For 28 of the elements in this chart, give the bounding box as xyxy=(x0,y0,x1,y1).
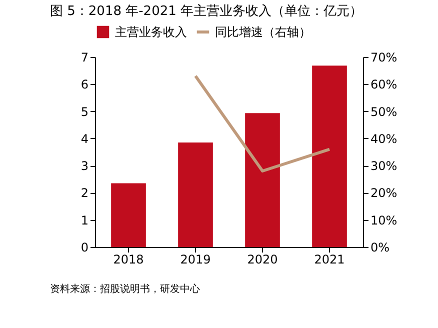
y2-tick-label: 0% xyxy=(370,240,390,254)
x-tick-label: 2019 xyxy=(180,252,211,266)
y2-tick-label: 10% xyxy=(370,213,398,228)
x-tick-label: 2018 xyxy=(113,252,144,266)
y-tick-label: 2 xyxy=(80,186,88,200)
y2-tick-label: 70% xyxy=(370,50,398,64)
text: 资料来源：招股说明书，研发中心 xyxy=(50,283,200,295)
x-tick-label: 2020 xyxy=(247,252,278,266)
bar xyxy=(245,113,280,247)
x-tick-label: 2021 xyxy=(314,252,345,266)
y2-tick-label: 60% xyxy=(370,78,398,92)
legend-label: 同比增速（右轴） xyxy=(215,25,311,39)
y2-tick-label: 50% xyxy=(370,104,398,119)
y-tick-label: 7 xyxy=(80,50,88,64)
y2-tick-label: 30% xyxy=(370,159,398,174)
y-tick-label: 5 xyxy=(80,104,88,119)
chart-title: 图 5：2018 年-2021 年主营业务收入（单位：亿元） xyxy=(50,3,363,19)
bar xyxy=(178,142,213,247)
legend-label: 主营业务收入 xyxy=(115,25,187,39)
bar xyxy=(312,66,347,247)
y2-tick-label: 20% xyxy=(370,186,398,200)
y-tick-label: 6 xyxy=(80,78,88,92)
y-tick-label: 1 xyxy=(80,213,88,228)
y-tick-label: 0 xyxy=(80,240,88,254)
y2-tick-label: 40% xyxy=(370,132,398,146)
bar xyxy=(111,183,146,247)
y-tick-label: 3 xyxy=(80,159,88,174)
y-tick-label: 4 xyxy=(80,132,88,146)
